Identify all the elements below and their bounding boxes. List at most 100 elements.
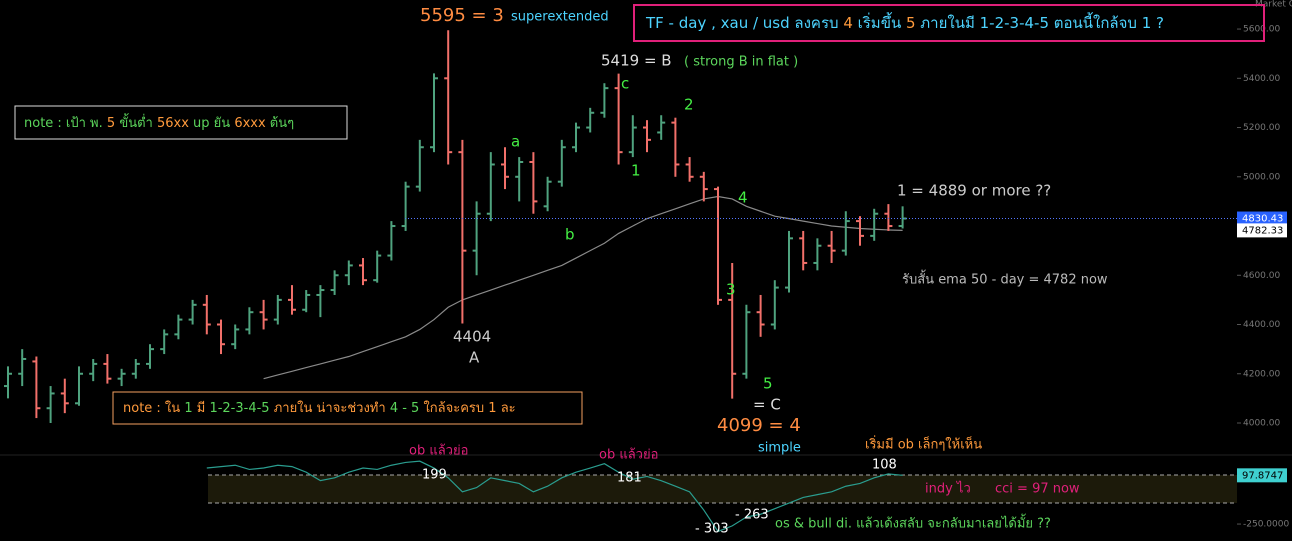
ohlc-bar (813, 238, 822, 271)
note-box (112, 391, 583, 425)
ohlc-bar (259, 299, 268, 330)
ema-label: 4782.33 (1242, 225, 1283, 236)
ohlc-bar (131, 358, 140, 379)
ohlc-bar (75, 366, 83, 406)
ohlc-bar (18, 349, 27, 387)
ema-line (263, 195, 903, 380)
ohlc-bar (359, 258, 367, 286)
ohlc-bar (614, 73, 623, 165)
ohlc-bar (174, 314, 183, 340)
ohlc-bar (415, 139, 424, 192)
ohlc-bar (472, 201, 481, 276)
ohlc-bar (273, 294, 282, 325)
annotation: 5419 = B (601, 52, 672, 70)
annotation: 1 = 4889 or more ?? (897, 182, 1051, 200)
ohlc-bar (770, 280, 779, 330)
ohlc-bar (160, 329, 169, 355)
status: Market Closed (1255, 0, 1292, 10)
annotation: - 263 (735, 508, 769, 523)
annotation: ob แล้วย่อ (409, 444, 468, 459)
ohlc-bar (870, 208, 879, 241)
cci-label: 97.8747 (1242, 470, 1283, 481)
annotation: indy ไว (925, 481, 971, 497)
ohlc-bar (628, 115, 637, 158)
annotation: superextended (511, 10, 609, 25)
ohlc-bar (685, 157, 694, 182)
annotations: 5595 = 3 superextended 5419 = B ( strong… (409, 5, 1108, 537)
wave-label: c (621, 75, 629, 93)
ohlc-bar (572, 122, 580, 153)
ohlc-bar (643, 120, 651, 153)
cci-band (208, 475, 1237, 503)
annotation: เริ่มมี ob เล็กๆให้เห็น (865, 435, 982, 453)
annotation: 181 (617, 471, 642, 486)
wave-label: b (565, 226, 575, 244)
annotation: 4099 = 4 (717, 415, 801, 436)
y-tick-label: 4000.00 (1243, 418, 1280, 428)
ohlc-bar (586, 107, 595, 133)
ohlc-bar (46, 386, 55, 423)
annotation: = C (753, 396, 781, 414)
ohlc-bar (444, 30, 453, 165)
annotation: A (469, 349, 480, 367)
ohlc-bar (458, 139, 467, 324)
wave-label: 3 (726, 281, 736, 299)
ohlc-bar (501, 147, 509, 190)
ohlc-bar (344, 260, 353, 286)
y-tick-label: 5000.00 (1243, 172, 1280, 182)
annotation: cci = 97 now (995, 482, 1080, 497)
y-tick-label: 5200.00 (1243, 123, 1280, 133)
ohlc-bar (699, 171, 708, 202)
ohlc-bar (600, 83, 609, 118)
ohlc-bar (671, 117, 680, 177)
ohlc-bar (799, 230, 808, 271)
ohlc-bar (117, 368, 126, 387)
ohlc-bar (529, 152, 538, 214)
annotation: 4404 (453, 328, 491, 346)
annotation: 5595 = 3 (420, 5, 504, 26)
ohlc-bar (146, 344, 154, 369)
y-tick-label: 4200.00 (1243, 369, 1280, 379)
ohlc-bar (543, 176, 552, 212)
annotation: 108 (872, 458, 897, 473)
ohlc-bar (217, 319, 225, 355)
annotation: ob แล้วย่อ (599, 448, 658, 463)
ohlc-bar (60, 378, 69, 414)
ohlc-bar (89, 358, 98, 382)
ohlc-bar (742, 304, 751, 379)
ohlc-bar (4, 366, 12, 399)
note: note : เป้า พ. 5 ขั้นต่ำ 56xx up ยัน 6xx… (24, 113, 294, 131)
ohlc-bar (202, 294, 211, 335)
y-tick-label: 5600.00 (1243, 25, 1280, 35)
ohlc-bar (188, 299, 197, 325)
y-tick-label: 5400.00 (1243, 74, 1280, 84)
price-label: 4830.43 (1242, 214, 1283, 225)
cci-label-bg (1237, 468, 1287, 483)
ohlc-bar (430, 73, 438, 153)
price-label-bg (1237, 211, 1287, 226)
ema-label-bg (1237, 223, 1287, 238)
y-tick-label: 4400.00 (1243, 320, 1280, 330)
y-tick-label: 4600.00 (1243, 271, 1280, 281)
annotation: รับสั้น ema 50 - day = 4782 now (902, 270, 1108, 288)
annotation: simple (758, 441, 801, 456)
ohlc-bar (841, 211, 850, 256)
ohlc-bar (884, 204, 893, 231)
ohlc-bar (856, 216, 864, 246)
annotation: os & bull di. แล้วเด้งสลับ จะกลับมาเลยได… (775, 514, 1051, 532)
y-tick-label: -250.0000 (1243, 520, 1289, 530)
ohlc-bar (373, 250, 382, 283)
ohlc-bar (657, 115, 666, 140)
ohlc-bar (288, 285, 296, 315)
ohlc-bar (401, 181, 410, 231)
ohlc-bar (486, 152, 495, 222)
annotation: - 303 (695, 522, 729, 537)
note: note : ใน 1 มี 1-2-3-4-5 ภายใน น่าจะช่วง… (123, 400, 516, 416)
ohlc-bar (714, 186, 722, 305)
note-box (14, 105, 348, 140)
cci-line (206, 460, 903, 533)
ohlc-bar (515, 157, 524, 202)
